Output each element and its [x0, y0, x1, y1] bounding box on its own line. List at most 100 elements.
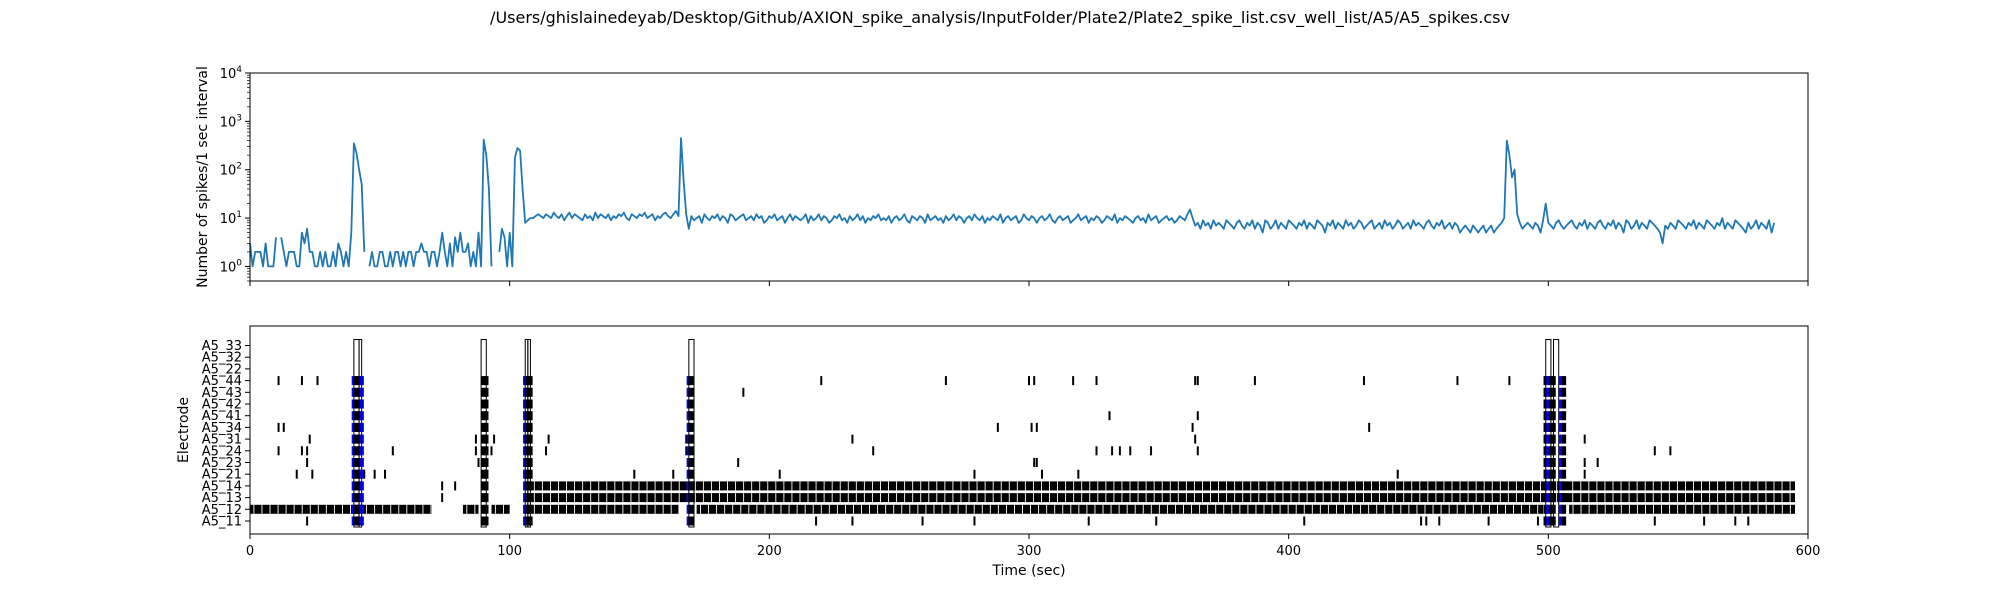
burst-spike-mark	[1546, 516, 1551, 526]
electrode-label: A5_24	[202, 444, 242, 459]
burst-spike-mark	[481, 411, 486, 421]
burst-spike-mark	[481, 493, 486, 503]
dense-spike-band	[530, 504, 679, 514]
burst-spike-mark	[1561, 493, 1567, 503]
x-tick-label: 0	[246, 544, 254, 559]
network-burst-box	[1553, 339, 1560, 528]
burst-spike-mark	[354, 481, 359, 491]
burst-spike-mark	[1559, 481, 1564, 491]
electrode-label: A5_14	[202, 479, 242, 494]
dense-spike-band	[462, 504, 479, 514]
electrode-label: A5_33	[202, 339, 242, 354]
burst-spike-mark	[689, 493, 694, 503]
burst-spike-mark	[1559, 516, 1564, 526]
burst-spike-mark	[354, 399, 359, 409]
burst-spike-mark	[689, 422, 694, 432]
burst-spike-mark	[1546, 376, 1551, 386]
burst-spike-mark	[354, 469, 359, 479]
burst-spike-mark	[1546, 446, 1551, 456]
burst-spike-mark	[354, 376, 359, 386]
y-tick-label: 100	[220, 258, 243, 275]
burst-spike-mark	[1559, 434, 1564, 444]
burst-spike-mark	[1546, 458, 1551, 467]
raster-x-label: Time (sec)	[991, 563, 1065, 579]
dense-spike-band	[1569, 504, 1796, 514]
network-burst-box	[688, 339, 695, 528]
burst-spike-mark	[1561, 481, 1567, 491]
burst-spike-mark	[1559, 504, 1564, 514]
y-tick-label: 101	[220, 210, 242, 227]
burst-spike-mark	[689, 458, 694, 467]
electrode-label: A5_32	[202, 351, 242, 366]
burst-spike-mark	[689, 504, 694, 514]
raster-bursts	[351, 376, 1567, 526]
burst-spike-mark	[481, 516, 486, 526]
network-burst-box	[358, 339, 363, 528]
burst-spike-mark	[354, 422, 359, 432]
burst-spike-mark	[1561, 399, 1567, 409]
spike-rate-line-segment	[249, 237, 277, 268]
burst-spike-mark	[1546, 411, 1551, 421]
burst-spike-mark	[481, 422, 486, 432]
y-tick-exponent: 4	[236, 65, 242, 75]
burst-spike-mark	[1559, 411, 1564, 421]
electrode-label: A5_22	[202, 362, 242, 377]
electrode-label: A5_42	[202, 398, 242, 413]
electrode-label: A5_13	[202, 491, 242, 506]
y-tick-base: 10	[220, 67, 237, 82]
burst-spike-mark	[1546, 481, 1551, 491]
burst-spike-mark	[354, 516, 359, 526]
burst-spike-mark	[1546, 399, 1551, 409]
burst-spike-mark	[354, 446, 359, 456]
burst-spike-mark	[354, 387, 359, 397]
y-tick-base: 10	[220, 212, 237, 227]
y-tick-base: 10	[220, 260, 237, 275]
burst-spike-mark	[481, 481, 486, 491]
dense-spike-band	[491, 504, 510, 514]
burst-spike-mark	[1561, 446, 1567, 456]
burst-spike-mark	[689, 387, 694, 397]
dense-spike-band	[530, 493, 1796, 503]
burst-spike-mark	[1546, 387, 1551, 397]
figure-title: /Users/ghislainedeyab/Desktop/Github/AXI…	[490, 8, 1510, 28]
raster-electrode-ticks: A5_11A5_12A5_13A5_14A5_21A5_23A5_24A5_31…	[202, 339, 250, 530]
burst-spike-mark	[1561, 516, 1567, 526]
burst-spike-mark	[1559, 458, 1564, 467]
electrode-label: A5_31	[202, 433, 242, 448]
raster-y-label: Electrode	[176, 397, 192, 463]
y-tick-base: 10	[220, 115, 237, 130]
electrode-label: A5_41	[202, 409, 242, 424]
x-tick-label: 100	[497, 544, 522, 559]
burst-spike-mark	[1561, 458, 1567, 467]
burst-spike-mark	[481, 387, 486, 397]
burst-spike-mark	[481, 446, 486, 456]
network-burst-box	[480, 339, 487, 528]
x-tick-label: 400	[1276, 544, 1301, 559]
x-tick-label: 200	[757, 544, 782, 559]
burst-spike-mark	[481, 399, 486, 409]
burst-spike-mark	[689, 399, 694, 409]
burst-spike-mark	[1561, 422, 1567, 432]
burst-spike-mark	[1561, 376, 1567, 386]
burst-spike-mark	[1546, 493, 1551, 503]
burst-spike-mark	[354, 411, 359, 421]
y-tick-exponent: 0	[236, 258, 242, 268]
spike-rate-series	[249, 137, 1776, 268]
burst-spike-mark	[1561, 469, 1567, 479]
raster-x-ticks: 0 100 200 300 400 500 600	[246, 534, 1820, 559]
network-burst-box	[527, 339, 531, 528]
burst-spike-mark	[689, 411, 694, 421]
y-tick-label: 102	[220, 162, 242, 179]
dense-spike-band	[250, 504, 432, 514]
electrode-label: A5_34	[202, 421, 242, 436]
burst-spike-mark	[1546, 422, 1551, 432]
burst-spike-mark	[354, 458, 359, 467]
burst-spike-mark	[689, 481, 694, 491]
raster-dense-spikes	[250, 481, 1796, 514]
x-tick-label: 300	[1017, 544, 1042, 559]
burst-spike-mark	[1561, 434, 1567, 444]
y-tick-exponent: 3	[236, 113, 242, 123]
